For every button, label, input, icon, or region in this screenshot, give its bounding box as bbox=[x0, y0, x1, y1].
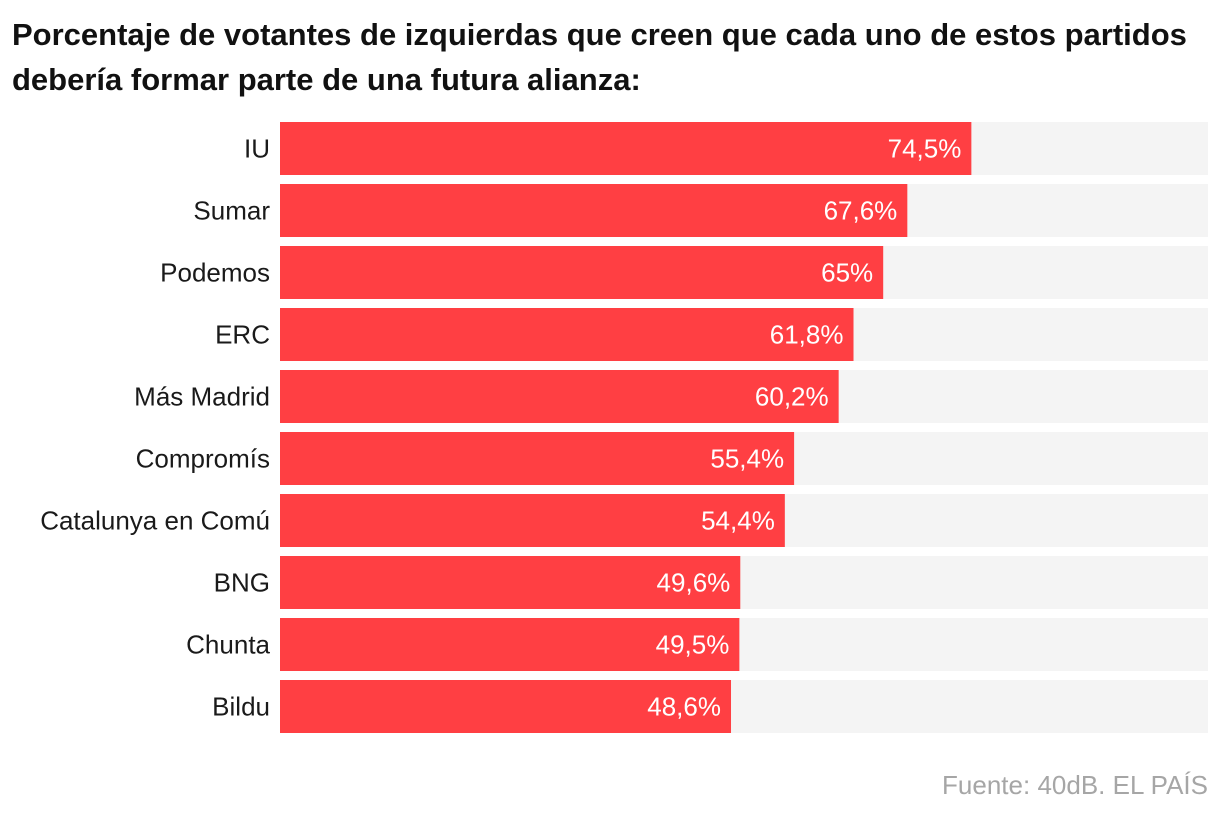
value-label-catalunya-en-comu: 54,4% bbox=[701, 506, 775, 536]
value-label-mas-madrid: 60,2% bbox=[755, 382, 829, 412]
category-label-chunta: Chunta bbox=[186, 630, 270, 660]
value-label-compromis: 55,4% bbox=[710, 444, 784, 474]
category-label-mas-madrid: Más Madrid bbox=[134, 382, 270, 412]
value-label-podemos: 65% bbox=[821, 258, 873, 288]
category-label-podemos: Podemos bbox=[160, 258, 270, 288]
value-label-iu: 74,5% bbox=[888, 134, 962, 164]
value-label-chunta: 49,5% bbox=[656, 630, 730, 660]
bar-catalunya-en-comu bbox=[280, 494, 785, 547]
bar-mas-madrid bbox=[280, 370, 839, 423]
category-label-bildu: Bildu bbox=[212, 692, 270, 722]
bar-erc bbox=[280, 308, 854, 361]
category-label-compromis: Compromís bbox=[136, 444, 270, 474]
bar-podemos bbox=[280, 246, 884, 299]
bar-iu bbox=[280, 122, 972, 175]
category-label-iu: IU bbox=[244, 134, 270, 164]
bar-chunta bbox=[280, 618, 740, 671]
category-label-catalunya-en-comu: Catalunya en Comú bbox=[40, 506, 270, 536]
value-label-sumar: 67,6% bbox=[824, 196, 898, 226]
bar-chart: IU 74,5% Sumar 67,6% Podemos 65% ERC 61,8% Más M… bbox=[40, 122, 1208, 733]
value-label-bng: 49,6% bbox=[657, 568, 731, 598]
chart-title: Porcentaje de votantes de izquierdas que… bbox=[12, 17, 1187, 97]
category-label-bng: BNG bbox=[214, 568, 270, 598]
value-label-bildu: 48,6% bbox=[647, 692, 721, 722]
category-label-sumar: Sumar bbox=[193, 196, 270, 226]
value-label-erc: 61,8% bbox=[770, 320, 844, 350]
source-note: Fuente: 40dB. EL PAÍS bbox=[942, 770, 1208, 800]
bar-compromis bbox=[280, 432, 795, 485]
bar-bildu bbox=[280, 680, 732, 733]
category-label-erc: ERC bbox=[215, 320, 270, 350]
bar-sumar bbox=[280, 184, 908, 237]
bar-bng bbox=[280, 556, 741, 609]
